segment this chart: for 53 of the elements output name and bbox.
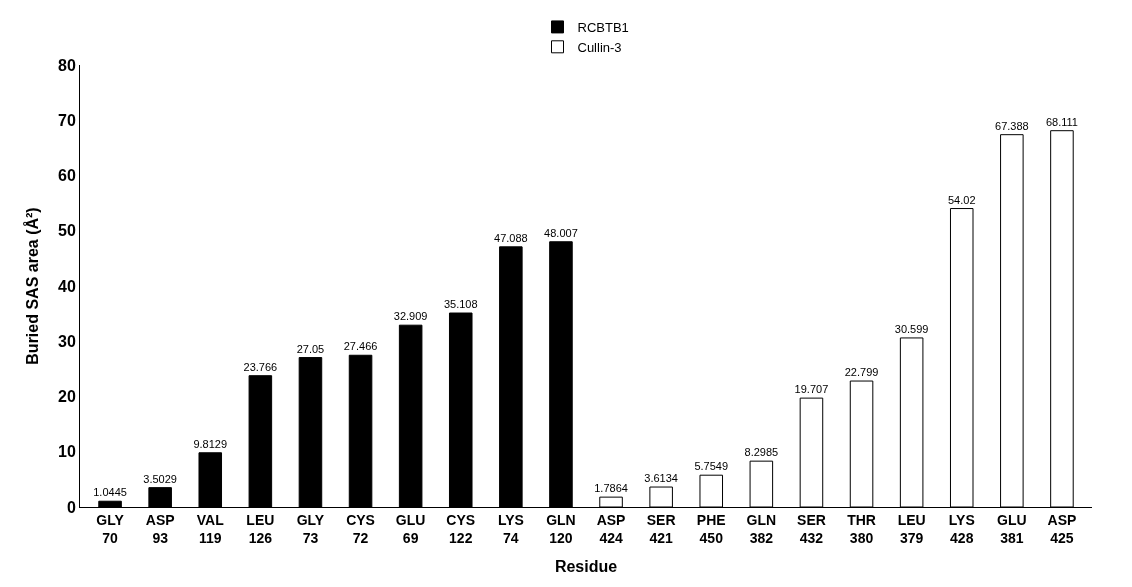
y-axis-title: Buried SAS area (Å²) <box>22 207 41 365</box>
legend-label: RCBTB1 <box>577 19 629 35</box>
x-tick-label: GLN 120 <box>546 511 576 546</box>
x-axis-title: Residue <box>554 557 618 575</box>
y-tick-label: 70 <box>58 111 76 129</box>
data-label: 67.388 <box>995 119 1029 132</box>
data-label: 8.2985 <box>744 446 779 459</box>
x-tick-label: LEU 379 <box>897 511 926 546</box>
y-tick-label: 50 <box>58 222 76 240</box>
x-tick-label: CYS 72 <box>346 511 375 546</box>
x-tick-label: SER 421 <box>646 511 676 546</box>
x-tick-label: CYS 122 <box>446 511 476 546</box>
x-tick-label: SER 432 <box>797 511 826 546</box>
x-tick-label: GLU 69 <box>395 511 426 546</box>
y-tick-label: 0 <box>66 498 76 516</box>
data-label: 54.02 <box>947 193 976 206</box>
data-label: 48.007 <box>544 226 578 239</box>
data-label: 19.707 <box>794 383 829 396</box>
data-label: 5.7549 <box>694 460 729 473</box>
y-tick-label: 10 <box>58 443 76 461</box>
data-label: 1.7864 <box>594 482 628 495</box>
data-label: 30.599 <box>894 322 929 335</box>
data-label: 27.05 <box>296 342 325 355</box>
data-label: 35.108 <box>443 298 478 311</box>
x-tick-label: ASP 424 <box>596 511 626 546</box>
legend-label: Cullin-3 <box>577 39 622 55</box>
y-tick-label: 40 <box>58 277 76 295</box>
data-label: 32.909 <box>393 310 428 323</box>
x-tick-label: LEU 126 <box>246 511 275 546</box>
x-tick-label: PHE 450 <box>696 511 726 546</box>
data-label: 47.088 <box>494 231 528 244</box>
x-tick-label: LYS 74 <box>497 511 524 546</box>
x-tick-label: GLY 70 <box>96 511 125 546</box>
y-tick-label: 60 <box>58 167 76 185</box>
data-label: 23.766 <box>243 360 278 373</box>
data-label: 27.466 <box>343 340 378 353</box>
x-tick-label: THR 380 <box>847 511 876 546</box>
y-tick-label: 30 <box>58 332 76 350</box>
data-label: 1.0445 <box>93 486 127 499</box>
data-label: 3.6134 <box>644 472 678 485</box>
x-tick-label: GLY 73 <box>296 511 325 546</box>
data-label: 22.799 <box>844 366 879 379</box>
x-tick-label: ASP 93 <box>145 511 175 546</box>
x-tick-label: VAL 119 <box>196 511 225 546</box>
y-tick-label: 80 <box>58 56 76 74</box>
data-label: 9.8129 <box>193 437 228 450</box>
x-tick-label: LYS 428 <box>948 511 975 546</box>
x-tick-label: GLN 382 <box>746 511 777 546</box>
y-tick-label: 20 <box>58 388 76 406</box>
x-tick-label: ASP 425 <box>1047 511 1077 546</box>
x-tick-label: GLU 381 <box>997 511 1027 546</box>
data-label: 3.5029 <box>143 472 177 485</box>
data-label: 68.111 <box>1045 115 1078 128</box>
